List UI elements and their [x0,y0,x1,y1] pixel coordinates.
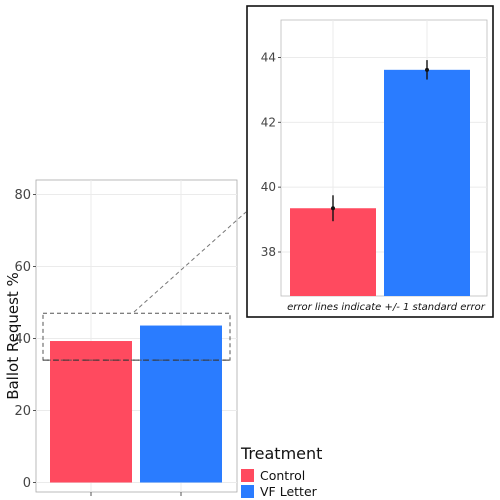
y-tick-label: 0 [23,476,31,491]
inset-chart: 38 40 42 44 error lines indicate +/- 1 stan… [246,5,494,318]
bar-control [50,341,132,483]
main-bars [50,325,222,483]
inset-bar-control [290,208,376,296]
inset-y-tick-label: 42 [261,115,276,129]
inset-bar-vf-letter [384,69,470,297]
inset-y-axis: 38 40 42 44 [261,51,281,259]
inset-error-bars [331,60,429,222]
legend-swatch-control [241,469,254,482]
y-tick-label: 20 [14,404,31,419]
inset-y-tick-label: 38 [261,245,276,259]
y-tick-label: 40 [14,332,31,347]
legend-swatch-vf-letter [241,485,254,498]
error-bar-point-control [331,206,335,211]
inset-y-tick-label: 44 [261,51,276,65]
legend-label-vf-letter: VF Letter [260,484,317,499]
legend-item-control: Control [241,468,322,483]
inset-bars [290,69,470,297]
main-y-axis: 0 20 40 60 80 [14,188,36,491]
y-axis-title: Ballot Request % [4,272,22,400]
main-x-axis [90,492,182,496]
y-tick-label: 80 [14,188,31,203]
zoom-region-box [42,312,231,361]
inset-y-tick-label: 40 [261,180,276,194]
error-bar-point-vf-letter [425,67,429,72]
legend-title: Treatment [241,444,323,463]
y-tick-label: 60 [14,260,31,275]
legend-label-control: Control [260,468,306,483]
legend: Treatment Control VF Letter [241,444,322,500]
error-bar-note: error lines indicate +/- 1 standard erro… [287,302,486,313]
legend-item-vf-letter: VF Letter [241,484,322,499]
bar-vf-letter [140,325,222,483]
main-chart: 0 20 40 60 80 Ballot Request % [4,179,238,496]
